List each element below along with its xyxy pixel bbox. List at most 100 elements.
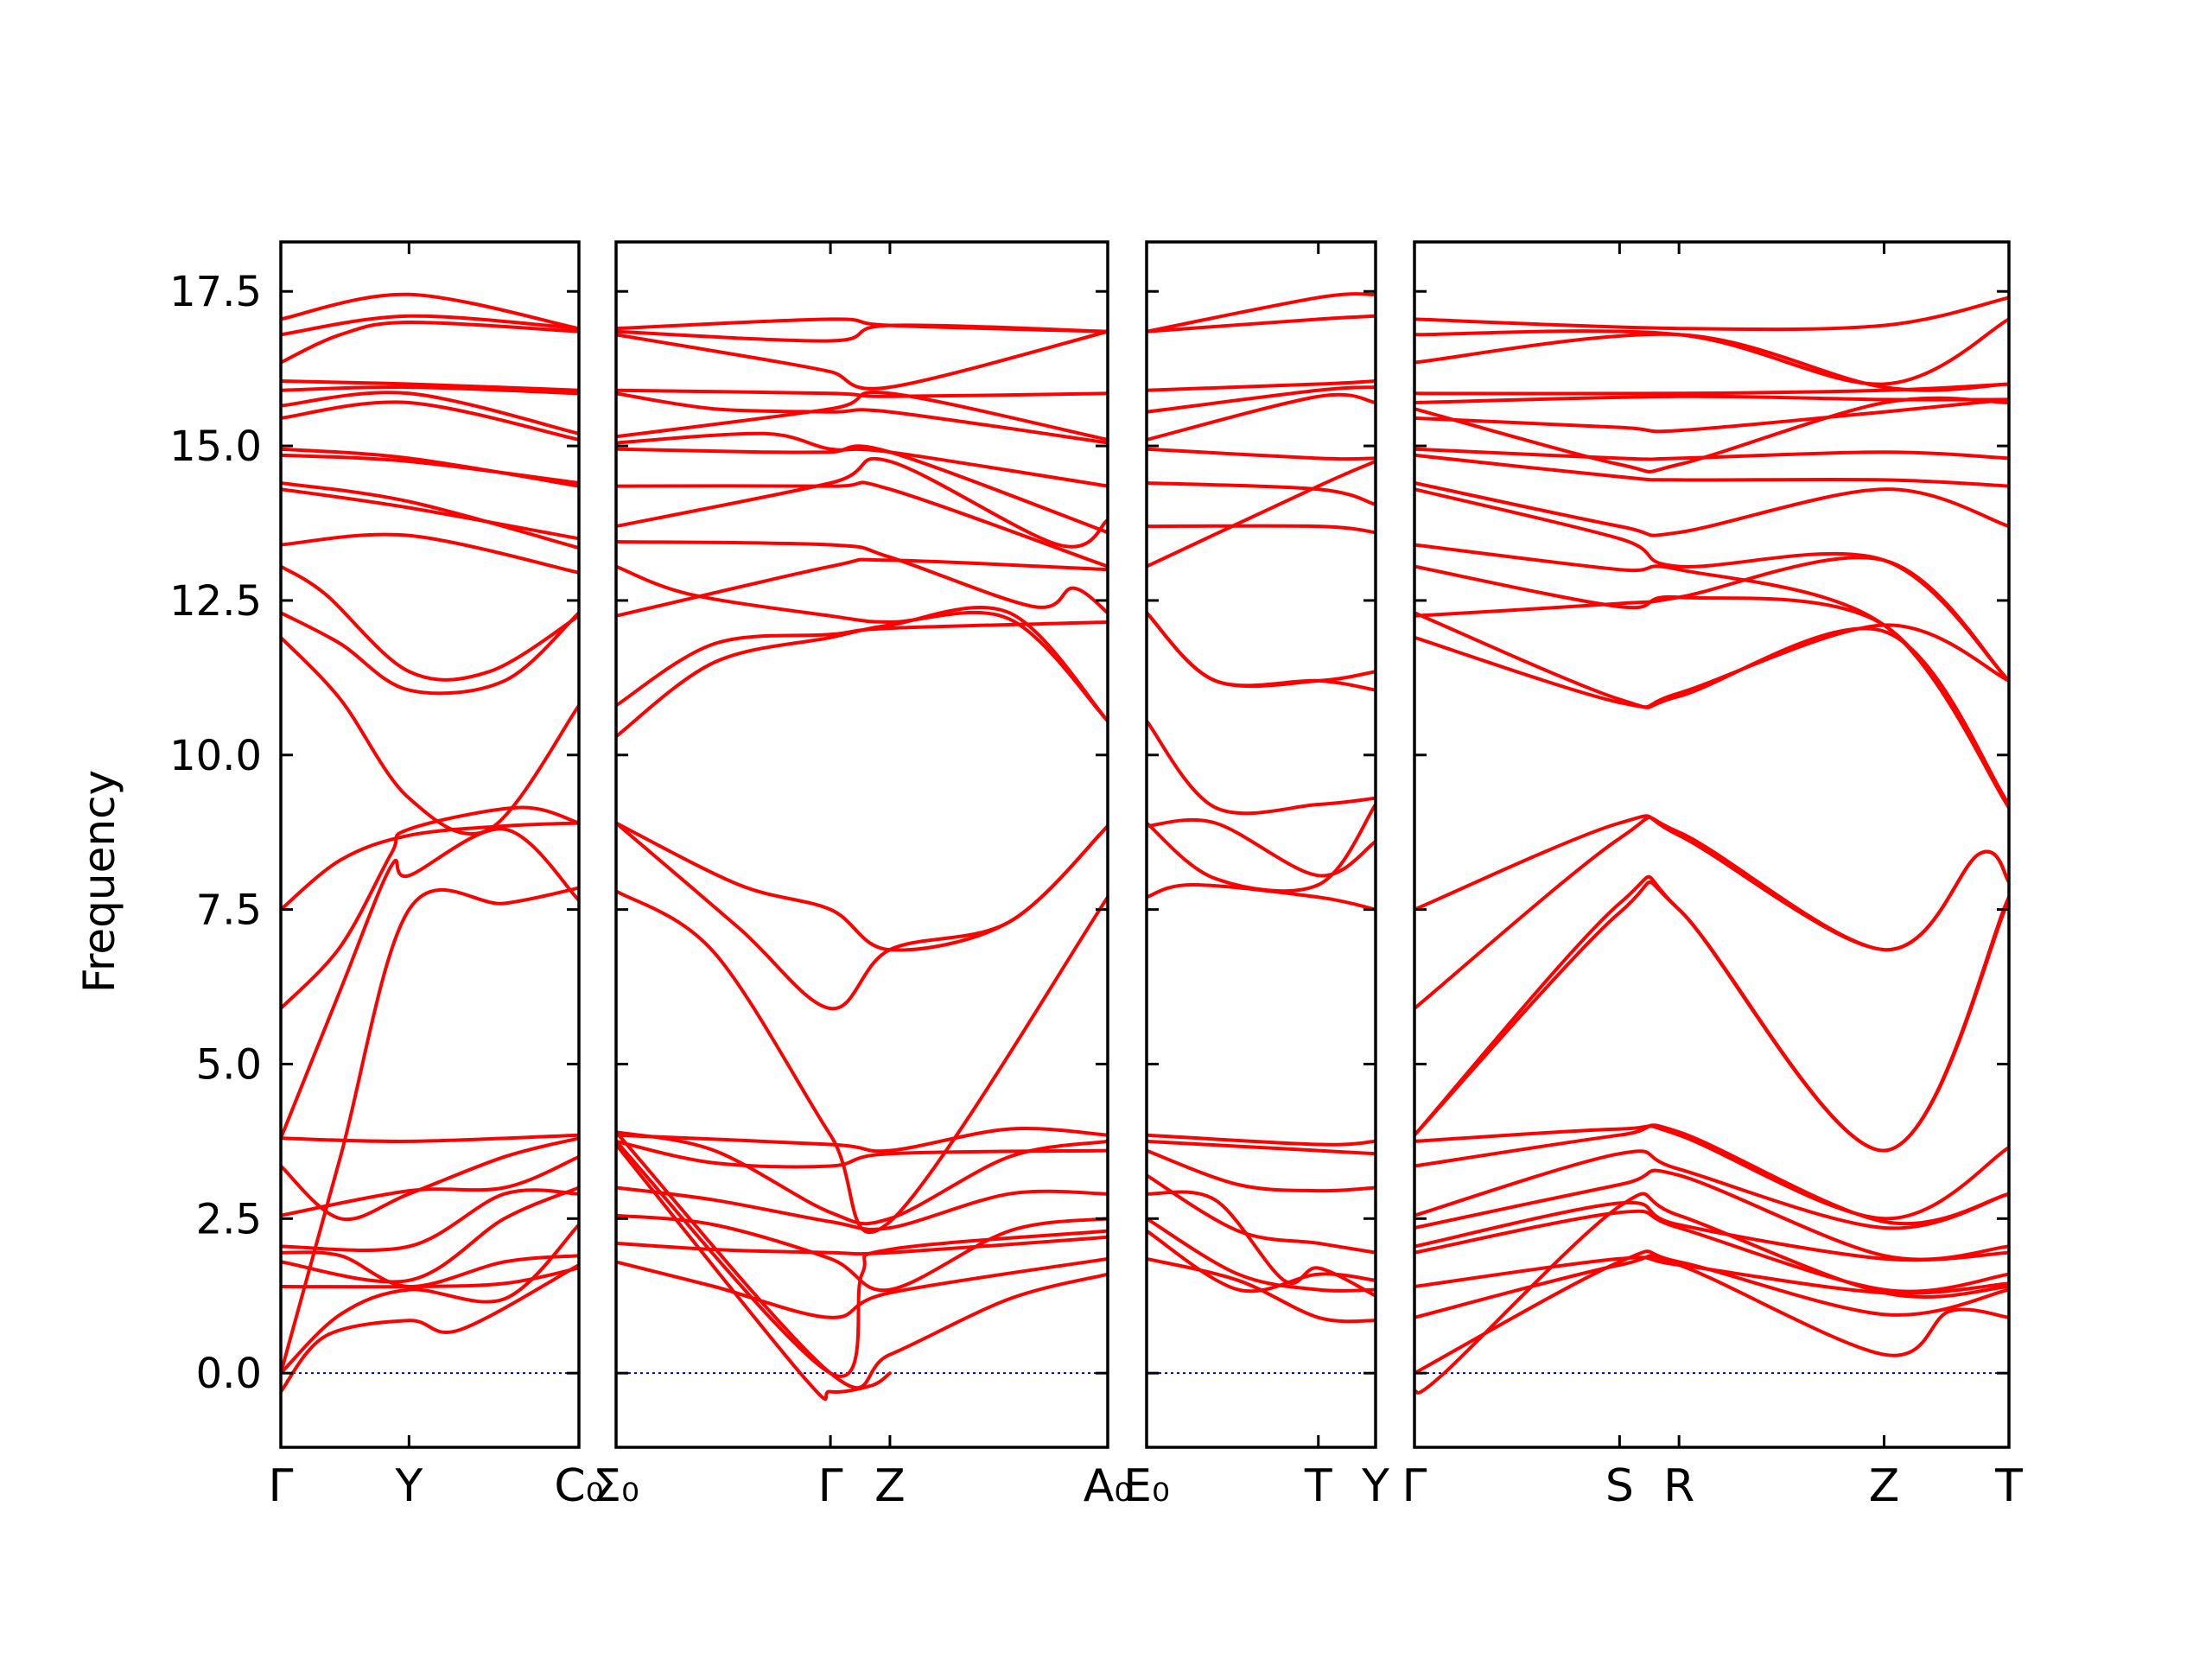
band-line xyxy=(616,329,1108,391)
band-line xyxy=(1414,397,2009,434)
band-line xyxy=(281,487,579,541)
band-line xyxy=(281,314,579,337)
band-line xyxy=(616,323,1108,343)
band-line xyxy=(616,456,1108,549)
x-tick-label: A₀ xyxy=(1084,1460,1132,1512)
y-tick-labels: 0.0 2.5 5.0 7.5 10.0 12.5 15.0 17.5 xyxy=(169,268,262,1398)
band-line xyxy=(1414,332,2009,392)
band-line xyxy=(281,1266,579,1289)
band-line xyxy=(616,557,1108,618)
band-line xyxy=(616,606,1108,739)
band-line xyxy=(1414,611,2009,806)
band-line xyxy=(1147,1190,1376,1298)
band-line xyxy=(1414,623,2009,709)
band-line xyxy=(1414,1124,2009,1221)
band-line xyxy=(281,1188,579,1252)
band-line xyxy=(616,889,1108,1235)
band-line xyxy=(281,886,579,1376)
band-line xyxy=(281,385,579,396)
band-line xyxy=(281,320,579,365)
band-line xyxy=(281,391,579,435)
band-line xyxy=(616,1127,1108,1154)
x-tick-label: Y xyxy=(1361,1460,1389,1512)
y-axis-label: Frequency xyxy=(74,770,124,993)
band-line xyxy=(1414,447,2009,461)
panel-frame xyxy=(279,240,581,1449)
x-tick-label: T xyxy=(1304,1460,1332,1512)
band-line xyxy=(281,532,579,575)
band-line xyxy=(616,1235,1108,1256)
band-line xyxy=(281,635,579,836)
band-line xyxy=(1147,1133,1376,1147)
band-line xyxy=(616,1139,1108,1169)
x-tick-label: Z xyxy=(874,1460,906,1512)
band-line xyxy=(1414,874,2009,1153)
band-line xyxy=(1414,564,2009,810)
band-line xyxy=(1147,392,1376,442)
y-tick-label: 7.5 xyxy=(196,887,262,935)
x-tick-label: S xyxy=(1605,1460,1634,1512)
x-tick-label: Z xyxy=(1869,1460,1900,1512)
band-line xyxy=(281,292,579,331)
band-line xyxy=(616,1185,1108,1231)
panel-frame xyxy=(1145,240,1377,1449)
band-line xyxy=(1147,1139,1376,1156)
band-line xyxy=(281,1133,579,1143)
x-tick-label: Γ xyxy=(1402,1460,1427,1512)
band-line xyxy=(616,1130,1108,1390)
band-line xyxy=(1147,385,1376,414)
band-line xyxy=(281,379,579,392)
band-line xyxy=(281,827,579,1141)
band-line xyxy=(1147,1256,1376,1324)
band-line xyxy=(1147,447,1376,461)
band-line xyxy=(616,390,1108,442)
band-line xyxy=(1147,1217,1376,1293)
band-line xyxy=(1147,1148,1376,1193)
phonon-bands xyxy=(281,292,579,1394)
band-line xyxy=(616,1213,1108,1293)
x-tick-label: E₀ xyxy=(1123,1460,1170,1512)
x-tick-label: Γ xyxy=(269,1460,294,1512)
panel-1: Γ Y C₀ xyxy=(269,240,604,1512)
band-line xyxy=(1147,1229,1376,1294)
band-line xyxy=(1147,817,1376,878)
band-line xyxy=(1147,314,1376,334)
band-line xyxy=(1414,814,2009,952)
y-tick-label: 2.5 xyxy=(196,1195,262,1243)
band-line xyxy=(1147,524,1376,535)
band-line xyxy=(1414,1209,2009,1294)
x-tick-label: Γ xyxy=(818,1460,843,1512)
band-line xyxy=(1414,556,2009,683)
panel-frame xyxy=(1413,240,2011,1449)
band-line xyxy=(616,540,1108,615)
band-line xyxy=(616,1256,1108,1319)
band-line xyxy=(616,391,1108,445)
y-tick-label: 0.0 xyxy=(196,1350,262,1398)
band-line xyxy=(1147,1173,1376,1255)
band-line xyxy=(281,1223,579,1376)
band-line xyxy=(1414,396,2009,474)
band-line xyxy=(616,480,1108,569)
band-line xyxy=(1414,1149,2009,1230)
band-line xyxy=(616,431,1108,488)
panel-frame xyxy=(614,240,1109,1449)
y-tick-label: 15.0 xyxy=(169,423,262,471)
band-line xyxy=(281,564,579,682)
band-line xyxy=(281,805,579,1011)
x-tick-label: T xyxy=(1994,1460,2023,1512)
panel-3: E₀ T Y xyxy=(1123,240,1389,1512)
band-line xyxy=(616,444,1108,535)
phonon-bands xyxy=(616,317,1108,1402)
phonon-bands xyxy=(1414,296,2009,1395)
band-line xyxy=(281,453,579,485)
band-line xyxy=(1147,460,1376,569)
y-tick-label: 17.5 xyxy=(169,268,262,316)
band-line xyxy=(1414,1255,2009,1295)
y-tick-label: 12.5 xyxy=(169,577,262,626)
band-line xyxy=(1414,382,2009,396)
band-line xyxy=(281,821,579,912)
band-line xyxy=(616,1142,892,1402)
